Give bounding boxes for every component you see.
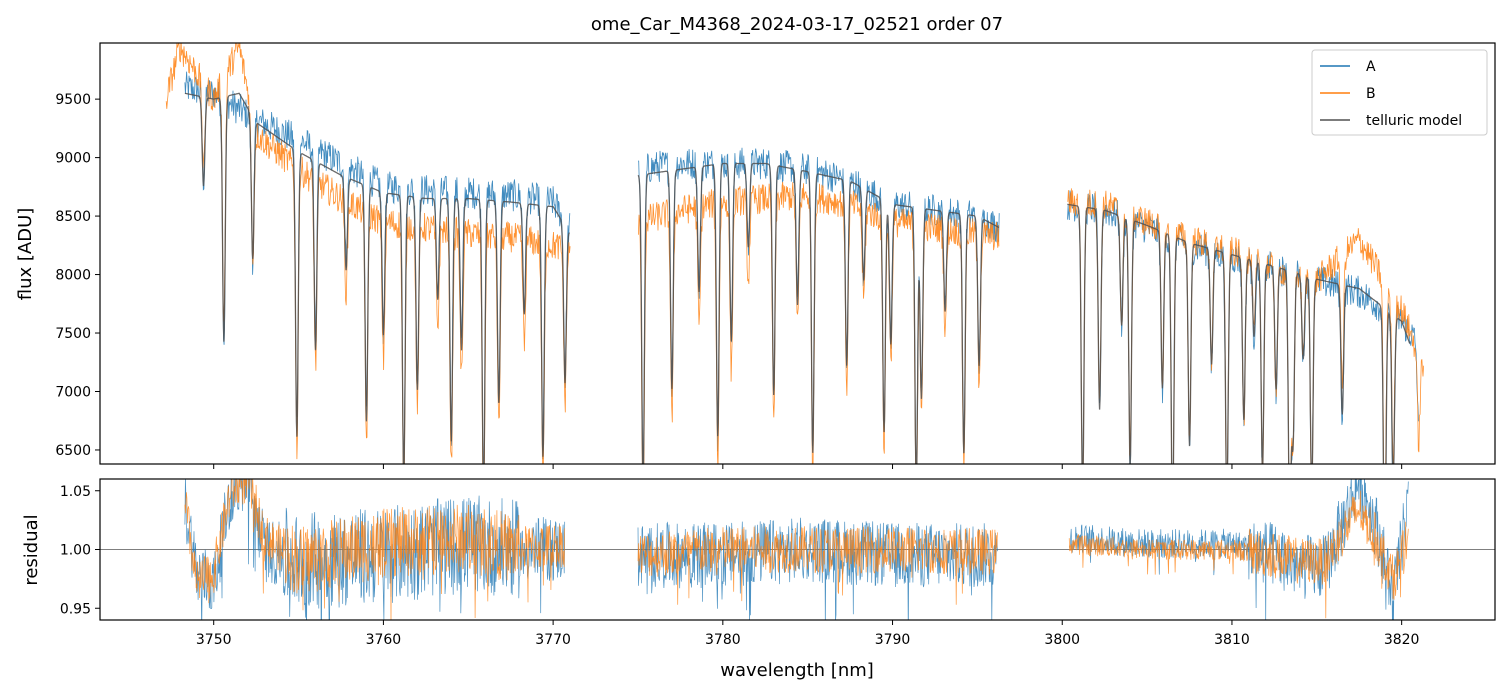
legend-label: A <box>1366 59 1376 75</box>
residual-y-tick-label: 1.00 <box>60 543 91 559</box>
y-tick-label: 9500 <box>55 92 91 108</box>
legend-label: B <box>1366 86 1376 102</box>
x-tick-label: 3780 <box>705 632 741 648</box>
main-ylabel: flux [ADU] <box>15 208 36 301</box>
y-tick-label: 8500 <box>55 209 91 225</box>
x-tick-label: 3790 <box>875 632 911 648</box>
y-tick-label: 7500 <box>55 326 91 342</box>
x-tick-label: 3820 <box>1384 632 1420 648</box>
x-tick-label: 3770 <box>535 632 571 648</box>
xlabel: wavelength [nm] <box>720 660 874 681</box>
residual-panel: 0.95 1.00 1.05 3750 3760 3770 3780 3790 3800 381… <box>21 478 1496 681</box>
main-axes-frame <box>99 42 1496 465</box>
y-tick-label: 7000 <box>55 384 91 400</box>
residual-line-b <box>184 479 1409 620</box>
x-tick-label: 3800 <box>1044 632 1080 648</box>
main-panel: 6500 7000 7500 8000 8500 9000 9500 flux [ADU] <box>15 42 1496 469</box>
residual-y-tick-label: 0.95 <box>60 601 91 617</box>
y-tick-label: 9000 <box>55 151 91 167</box>
y-tick-label: 6500 <box>55 443 91 459</box>
legend-label: telluric model <box>1366 113 1462 129</box>
x-tick-label: 3810 <box>1214 632 1250 648</box>
y-tick-label: 8000 <box>55 268 91 284</box>
x-tick-label: 3760 <box>366 632 402 648</box>
residual-ylabel: residual <box>21 514 42 585</box>
residual-y-tick-label: 1.05 <box>60 484 91 500</box>
chart-title: ome_Car_M4368_2024-03-17_02521 order 07 <box>591 14 1003 35</box>
x-tick-label: 3750 <box>196 632 232 648</box>
series-line-telluric-model <box>184 92 1411 464</box>
